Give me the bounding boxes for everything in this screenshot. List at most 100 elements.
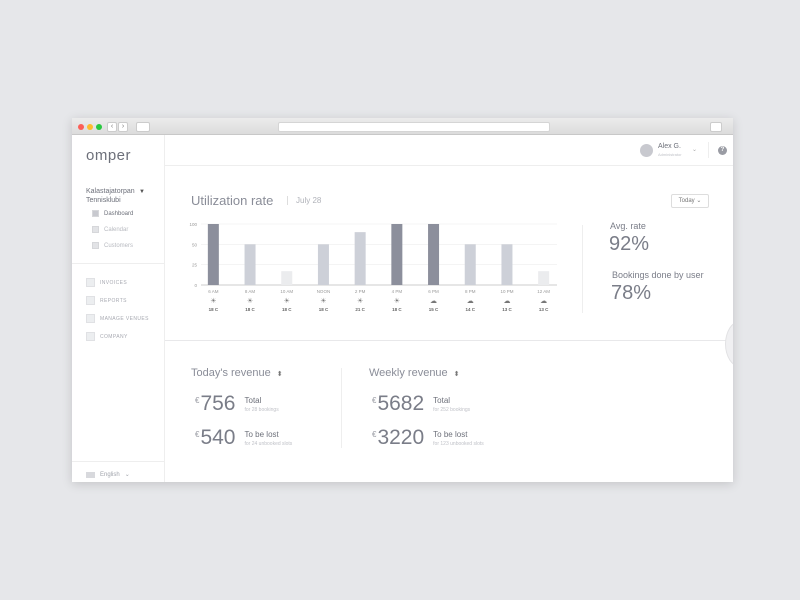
browser-toolbar: ‹ › [72, 118, 733, 135]
x-tick-label: 6 AM [208, 289, 219, 294]
sidebar-item-label: MANAGE VENUES [100, 315, 149, 322]
x-tick-label: 12 AM [537, 289, 550, 294]
new-tab-icon[interactable] [710, 122, 722, 132]
y-tick-label: 25 [192, 263, 198, 268]
section-divider [165, 340, 733, 341]
avg-rate-value: 92% [609, 233, 650, 255]
revenue-amount: 540 [200, 426, 236, 449]
help-icon[interactable]: ? [718, 146, 727, 155]
x-tick-label: 10 PM [500, 289, 513, 294]
divider [72, 263, 165, 264]
revenue-row: €3220 To be lost for 123 unbooked slots [372, 427, 484, 449]
weekly-revenue-selector[interactable]: Weekly revenue ⬍ [369, 367, 460, 379]
temperature-label: 18 C [209, 307, 219, 312]
utilization-chart: 100 50 25 0 6 AM ☀ 18 C 8 AM ☀ 18 C 10 AM ☀ 18 C NOON… [189, 222, 557, 312]
sidebar-item-dashboard[interactable]: Dashboard [92, 210, 133, 217]
language-selector[interactable]: English ⌄ [86, 471, 130, 479]
sidebar-item-calendar[interactable]: Calendar [92, 226, 128, 233]
maximize-window-button[interactable] [96, 124, 102, 130]
currency: € [372, 430, 377, 439]
flag-icon [86, 472, 95, 478]
temperature-label: 18 C [392, 307, 402, 312]
forward-button[interactable]: › [118, 122, 128, 132]
bar [207, 224, 219, 285]
language-label: English [100, 472, 120, 478]
utilization-title: Utilization rate [191, 193, 274, 208]
back-button[interactable]: ‹ [107, 122, 117, 132]
bookings-label: Bookings done by user [612, 270, 704, 280]
minimize-window-button[interactable] [87, 124, 93, 130]
bar [501, 244, 513, 285]
sidebar-item-invoices[interactable]: INVOICES [86, 278, 127, 287]
x-tick-label: 6 PM [428, 289, 439, 294]
rain-cloud-icon: ☁ [540, 298, 547, 305]
sun-icon: ☀ [247, 297, 253, 305]
sort-icon: ⬍ [453, 371, 460, 378]
period-dropdown[interactable]: Today ⌄ [671, 194, 709, 208]
temperature-label: 13 C [502, 307, 512, 312]
temperature-label: 13 C [539, 307, 549, 312]
top-header: Alex G. Administrator ⌄ ? [165, 135, 733, 166]
bar [244, 244, 256, 285]
sidebar-toggle-icon[interactable] [136, 122, 150, 132]
revenue-row: €5682 Total for 252 bookings [372, 393, 470, 415]
sun-icon: ☀ [284, 297, 290, 305]
divider [341, 368, 342, 448]
chevron-down-icon[interactable]: ⌄ [692, 147, 698, 153]
bar [317, 244, 329, 285]
y-tick-label: 0 [194, 283, 197, 288]
user-name[interactable]: Alex G. [658, 143, 681, 150]
revenue-row: €540 To be lost for 24 unbooked slots [195, 427, 292, 449]
chevron-down-icon: ⌄ [696, 198, 702, 204]
revenue-amount: 3220 [377, 426, 425, 449]
y-tick-label: 100 [189, 222, 197, 227]
todays-revenue-title: Today's revenue [191, 367, 271, 379]
x-tick-label: 8 AM [245, 289, 256, 294]
temperature-label: 21 C [355, 307, 365, 312]
sun-icon: ☀ [357, 297, 363, 305]
sort-icon: ⬍ [276, 371, 283, 378]
sidebar-item-manage-venues[interactable]: MANAGE VENUES [86, 314, 149, 323]
revenue-label: Total [433, 396, 451, 405]
sidebar-item-label: Customers [104, 242, 134, 249]
currency: € [372, 396, 377, 405]
todays-revenue-selector[interactable]: Today's revenue ⬍ [191, 367, 283, 379]
scroll-handle[interactable] [725, 321, 733, 367]
avg-rate-label: Avg. rate [610, 221, 646, 231]
revenue-sublabel: for 252 bookings [433, 407, 471, 413]
bookings-value: 78% [611, 282, 652, 304]
revenue-label: To be lost [244, 430, 279, 439]
x-tick-label: 4 PM [392, 289, 403, 294]
currency: € [195, 430, 200, 439]
sidebar-item-label: COMPANY [100, 333, 128, 340]
close-window-button[interactable] [78, 124, 84, 130]
customers-icon [92, 242, 99, 249]
currency: € [195, 396, 200, 405]
x-tick-label: NOON [317, 289, 331, 294]
temperature-label: 18 C [245, 307, 255, 312]
sidebar-item-reports[interactable]: REPORTS [86, 296, 127, 305]
sidebar: omper Kalastajatorpan Tennisklubi ▼ Dash… [72, 135, 165, 482]
divider [708, 142, 709, 158]
temperature-label: 18 C [319, 307, 329, 312]
sidebar-item-customers[interactable]: Customers [92, 242, 133, 249]
caret-down-icon[interactable]: ▼ [139, 189, 145, 195]
weekly-revenue-title: Weekly revenue [369, 367, 448, 379]
main-content: Alex G. Administrator ⌄ ? Utilization ra… [165, 135, 733, 482]
revenue-amount: 5682 [377, 392, 425, 415]
sidebar-item-company[interactable]: COMPANY [86, 332, 128, 341]
address-bar[interactable] [278, 122, 550, 132]
x-tick-label: 10 AM [280, 289, 293, 294]
logo: omper [86, 147, 132, 164]
revenue-sublabel: for 24 unbooked slots [244, 441, 293, 447]
dashboard-icon [92, 210, 99, 217]
bar [354, 232, 366, 285]
venue-selector[interactable]: Kalastajatorpan Tennisklubi [86, 188, 135, 204]
bar [391, 224, 403, 285]
revenue-sublabel: for 28 bookings [244, 407, 279, 413]
calendar-icon [92, 226, 99, 233]
utilization-date: July 28 [287, 196, 321, 205]
revenue-label: To be lost [433, 430, 468, 439]
avatar[interactable] [640, 144, 653, 157]
temperature-label: 14 C [465, 307, 475, 312]
